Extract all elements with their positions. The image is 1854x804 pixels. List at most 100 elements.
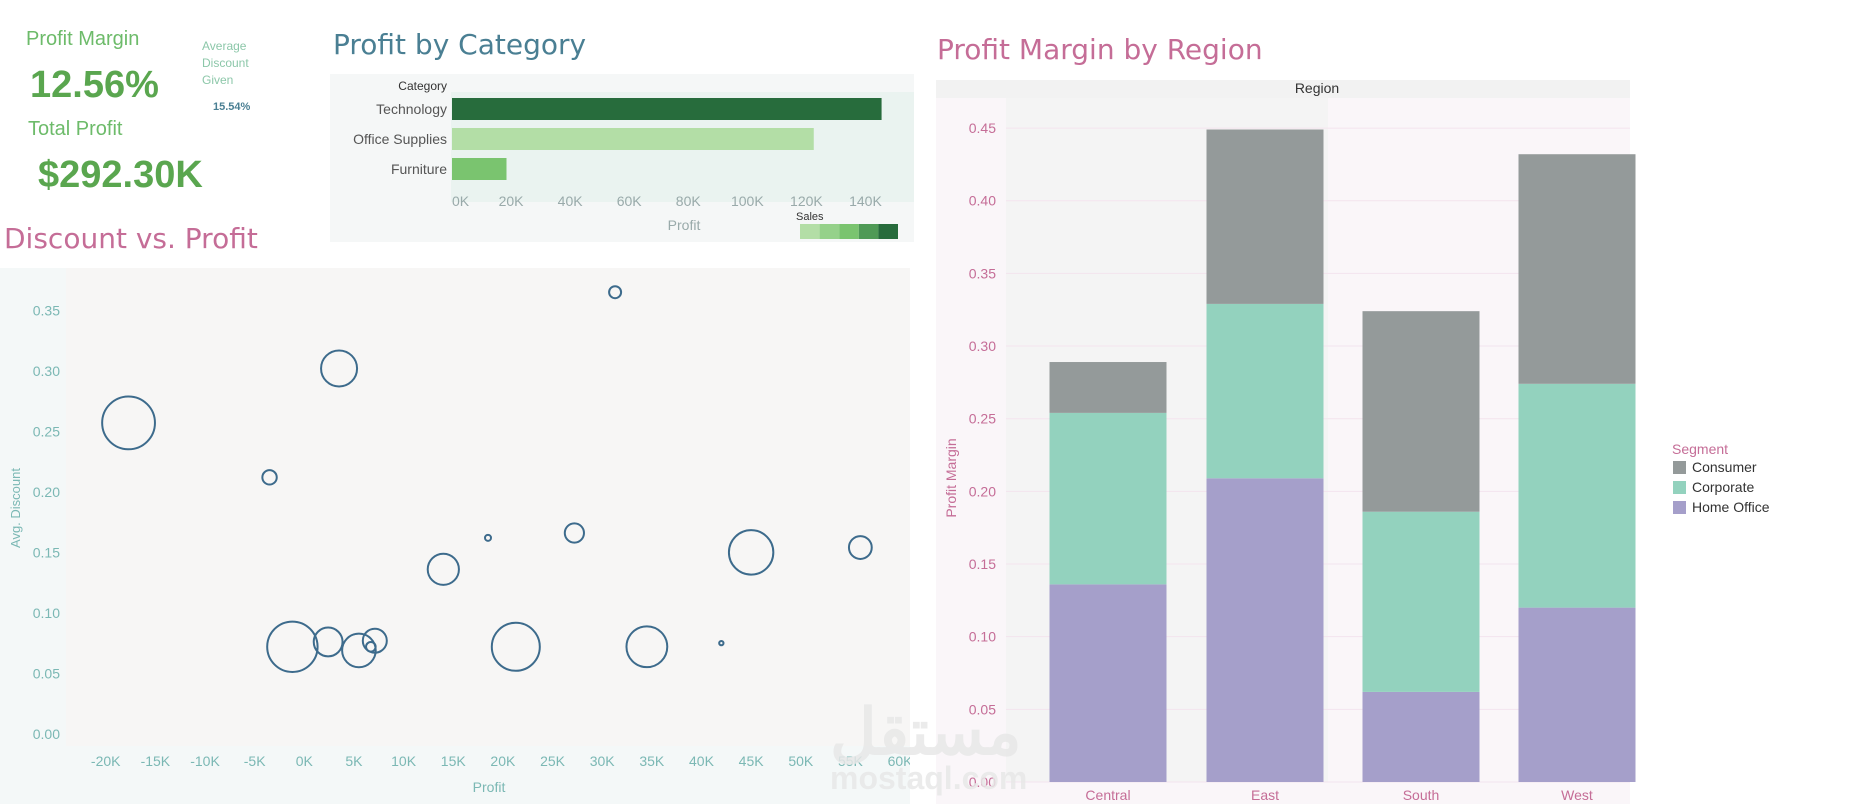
y-tick-label: 0.45 bbox=[969, 120, 996, 136]
legend-swatch bbox=[878, 224, 898, 239]
avg-discount-label-line: Given bbox=[202, 73, 234, 87]
x-tick-label: -10K bbox=[190, 753, 220, 769]
profit-by-category-chart: Category Technology Office Supplies Furnitu… bbox=[330, 74, 914, 242]
stacked-bar-segment bbox=[1206, 129, 1324, 304]
legend-swatch bbox=[819, 224, 840, 239]
scatter-point bbox=[101, 395, 156, 451]
x-tick-label: West bbox=[1561, 787, 1593, 803]
watermark-logo: مستقل bbox=[830, 696, 1022, 768]
region-header: Region bbox=[1295, 80, 1339, 96]
y-axis-label: Avg. Discount bbox=[8, 468, 23, 548]
x-tick-label: 0K bbox=[452, 193, 470, 209]
x-tick-label: 25K bbox=[540, 753, 566, 769]
stacked-bar-segment bbox=[1362, 691, 1480, 782]
y-tick-label: 0.30 bbox=[969, 338, 996, 354]
y-tick-label: 0.10 bbox=[969, 629, 996, 645]
x-tick-label: 60K bbox=[888, 753, 910, 769]
avg-discount-label-line: Average bbox=[202, 39, 247, 53]
y-tick-label: 0.00 bbox=[969, 774, 996, 790]
legend-swatch bbox=[800, 224, 820, 239]
stacked-bar-segment bbox=[1206, 303, 1324, 479]
y-tick-label: 0.00 bbox=[33, 726, 60, 742]
x-tick-label: 40K bbox=[558, 193, 584, 209]
category-label: Office Supplies bbox=[353, 131, 447, 147]
x-tick-label: 15K bbox=[441, 753, 467, 769]
legend-swatch bbox=[1673, 461, 1686, 474]
x-axis-label: Profit bbox=[668, 217, 701, 233]
stacked-bar-segment bbox=[1049, 584, 1167, 782]
x-axis-label: Profit bbox=[473, 779, 506, 795]
region-chart-title: Profit Margin by Region bbox=[937, 33, 1263, 66]
profit-margin-value: 12.56% bbox=[30, 64, 159, 106]
x-tick-label: 0K bbox=[296, 753, 314, 769]
header-band bbox=[936, 80, 1630, 98]
y-tick-label: 0.35 bbox=[969, 265, 996, 281]
discount-chart-title: Discount vs. Profit bbox=[4, 222, 258, 255]
avg-discount-label: Average Discount Given bbox=[202, 38, 249, 89]
scatter-point bbox=[625, 625, 669, 669]
x-tick-label: 10K bbox=[391, 753, 417, 769]
x-tick-label: 100K bbox=[731, 193, 764, 209]
scatter-point bbox=[727, 529, 775, 576]
y-tick-label: 0.30 bbox=[33, 363, 60, 379]
x-tick-label: 20K bbox=[490, 753, 516, 769]
stacked-bar-segment bbox=[1049, 412, 1167, 585]
profit-margin-label: Profit Margin bbox=[26, 28, 140, 50]
x-tick-label: 140K bbox=[849, 193, 882, 209]
x-tick-label: 55K bbox=[838, 753, 864, 769]
category-bar bbox=[452, 158, 507, 180]
scatter-point bbox=[847, 535, 873, 560]
scatter-point bbox=[341, 632, 377, 669]
x-tick-label: 30K bbox=[590, 753, 616, 769]
stacked-bar-segment bbox=[1362, 511, 1480, 692]
x-tick-label: South bbox=[1403, 787, 1440, 803]
x-tick-label: 80K bbox=[676, 193, 702, 209]
x-tick-label: 50K bbox=[788, 753, 814, 769]
legend-swatch bbox=[1673, 481, 1686, 494]
scatter-point bbox=[312, 626, 344, 658]
y-tick-label: 0.20 bbox=[969, 483, 996, 499]
stacked-bar-segment bbox=[1362, 311, 1480, 512]
plot-area bbox=[66, 268, 910, 746]
total-profit-label: Total Profit bbox=[28, 118, 123, 140]
profit-margin-by-region-chart: Region 0.00 0.05 0.10 0.15 0.20 0.25 0.30 0.35 0.… bbox=[936, 80, 1770, 804]
x-tick-label: Central bbox=[1085, 787, 1130, 803]
scatter-point bbox=[490, 621, 541, 672]
legend-swatch bbox=[839, 224, 859, 239]
y-tick-label: 0.35 bbox=[33, 302, 60, 318]
y-tick-label: 0.20 bbox=[33, 484, 60, 500]
x-tick-label: -5K bbox=[244, 753, 266, 769]
stacked-bar-segment bbox=[1518, 383, 1636, 608]
category-bar bbox=[452, 98, 882, 120]
x-tick-label: 40K bbox=[689, 753, 715, 769]
y-axis-label: Profit Margin bbox=[943, 438, 959, 517]
y-tick-label: 0.15 bbox=[969, 556, 996, 572]
y-tick-label: 0.05 bbox=[33, 665, 60, 681]
discount-vs-profit-chart: 0.00 0.05 0.10 0.15 0.20 0.25 0.30 0.35 -20K -15K… bbox=[0, 268, 910, 804]
category-bar bbox=[452, 128, 814, 150]
legend-swatch bbox=[858, 224, 879, 239]
scatter-point bbox=[320, 349, 359, 388]
legend-item-label: Home Office bbox=[1692, 499, 1770, 515]
scatter-point bbox=[608, 285, 623, 300]
legend-item-label: Consumer bbox=[1692, 459, 1757, 475]
x-tick-label: 20K bbox=[499, 193, 525, 209]
category-chart-title: Profit by Category bbox=[333, 28, 587, 61]
scatter-point bbox=[426, 552, 460, 586]
stacked-bar-segment bbox=[1049, 362, 1167, 413]
y-tick-label: 0.40 bbox=[969, 193, 996, 209]
stacked-bar-segment bbox=[1518, 607, 1636, 782]
y-tick-label: 0.25 bbox=[33, 423, 60, 439]
x-tick-label: -15K bbox=[141, 753, 171, 769]
x-tick-label: 35K bbox=[639, 753, 665, 769]
stacked-bar-segment bbox=[1518, 154, 1636, 384]
legend-item-label: Corporate bbox=[1692, 479, 1754, 495]
scatter-point bbox=[365, 640, 377, 653]
x-tick-label: 120K bbox=[790, 193, 823, 209]
x-tick-label: 60K bbox=[617, 193, 643, 209]
y-tick-label: 0.25 bbox=[969, 411, 996, 427]
stacked-bar-segment bbox=[1206, 478, 1324, 782]
scatter-point bbox=[266, 620, 319, 673]
legend-title: Segment bbox=[1672, 441, 1728, 457]
scatter-point bbox=[718, 639, 725, 647]
